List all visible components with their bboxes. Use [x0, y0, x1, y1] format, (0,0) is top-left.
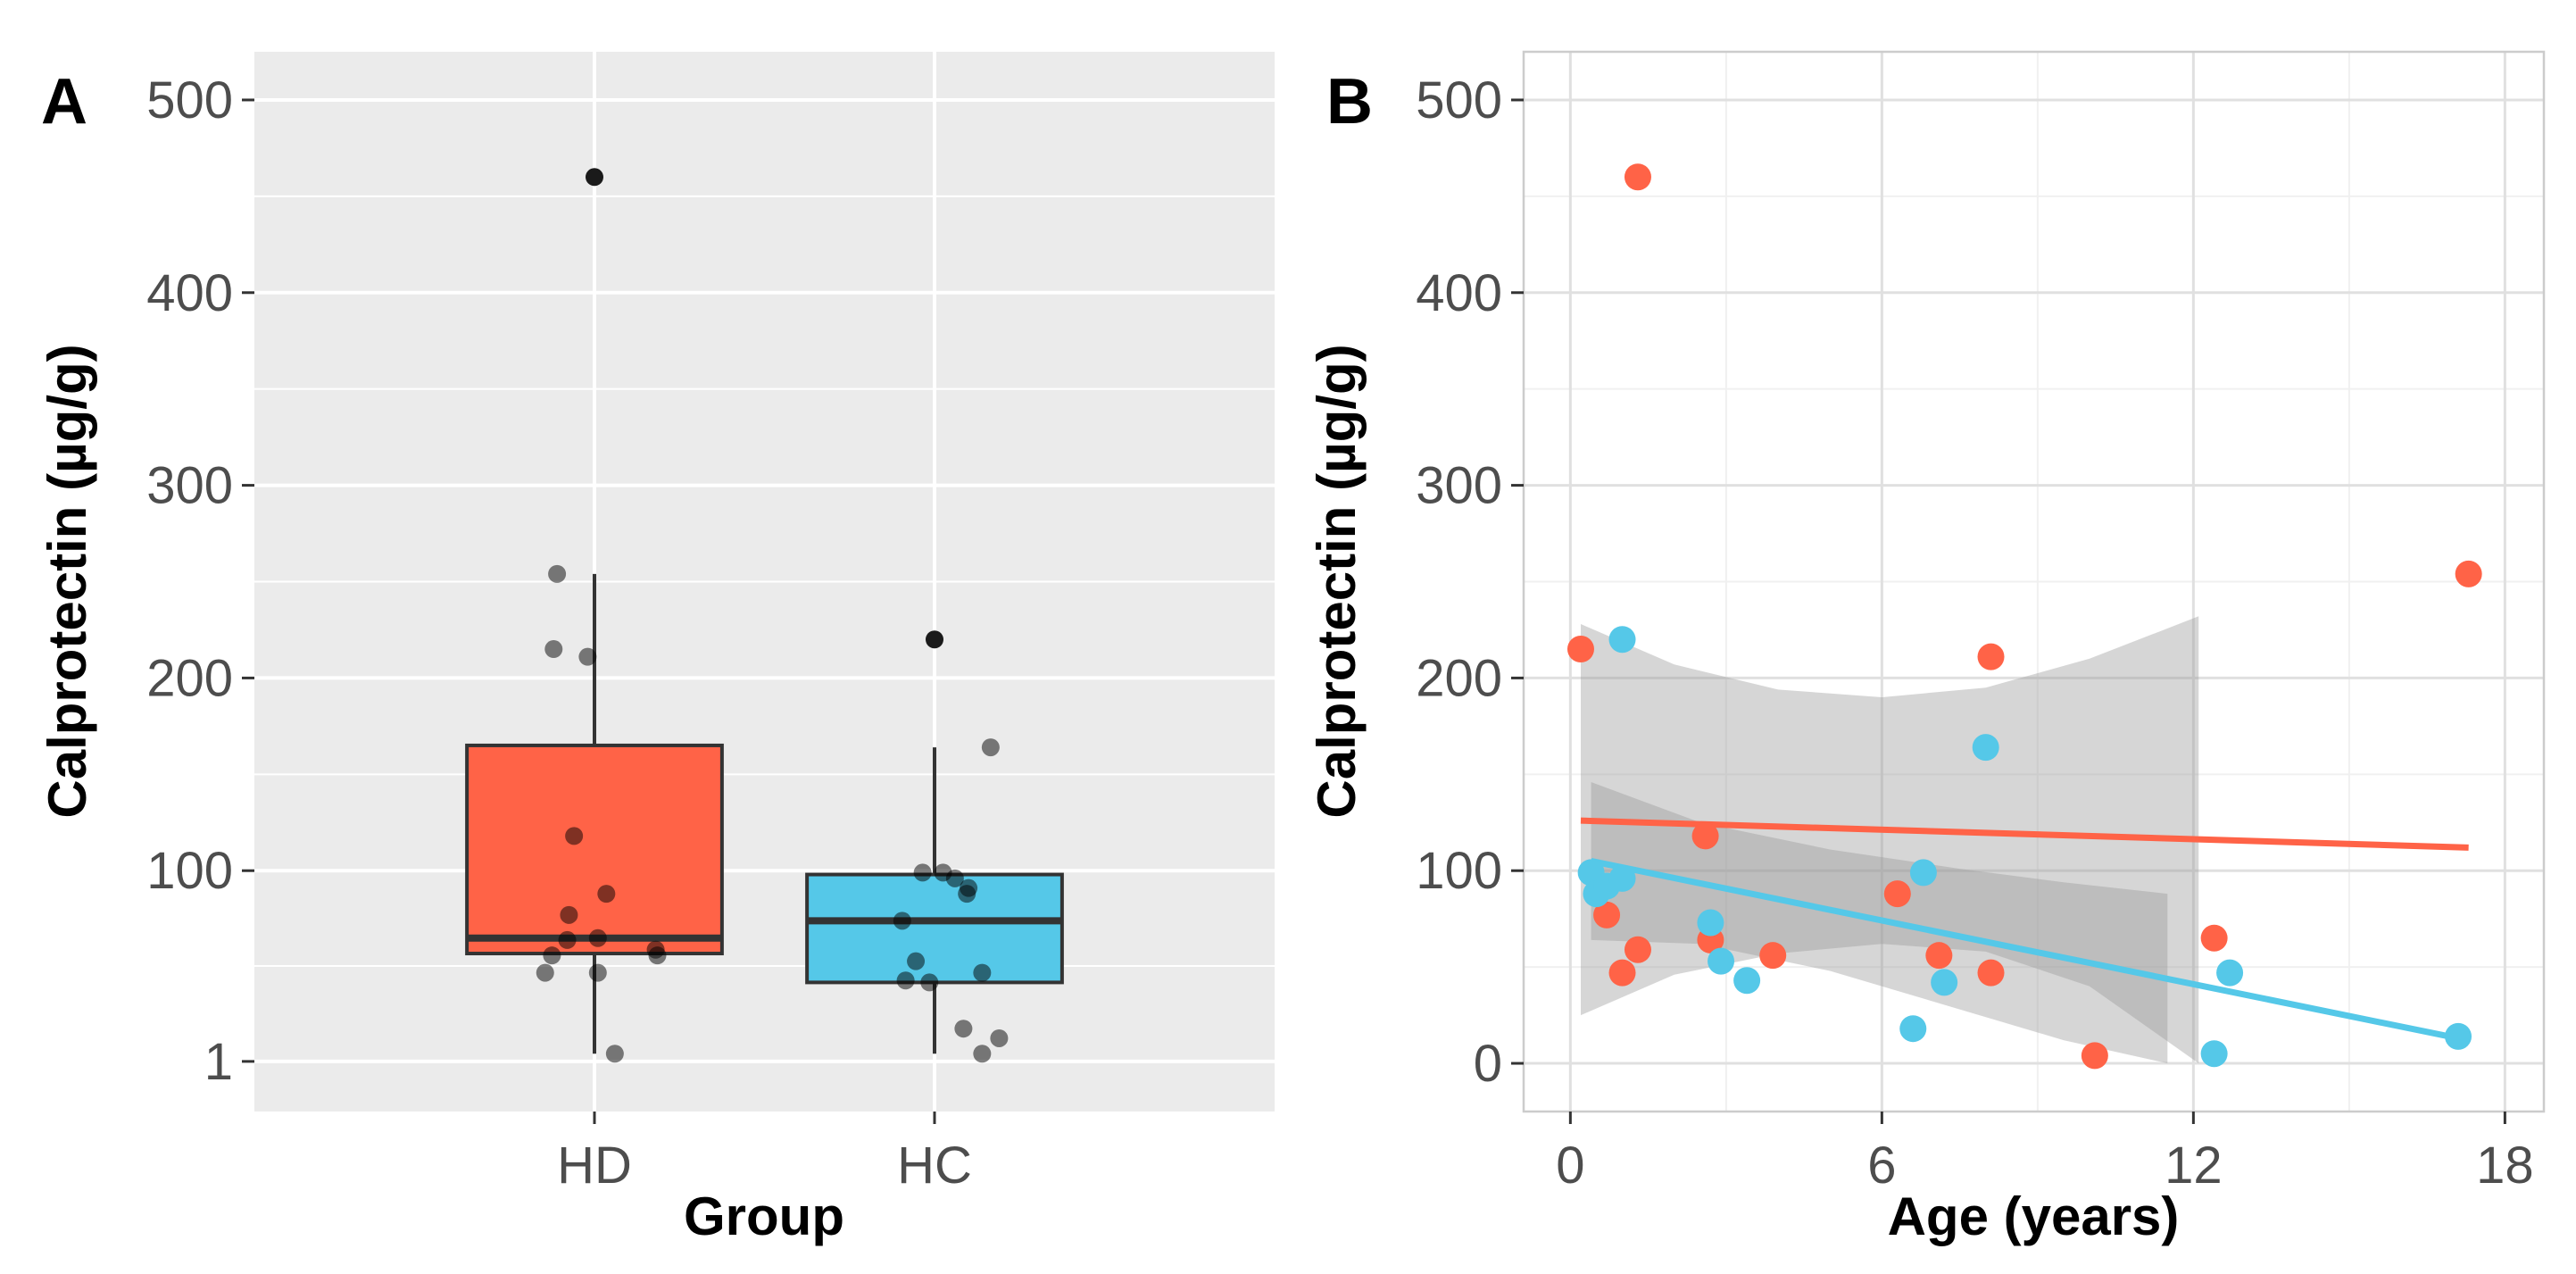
- panel-a-y-tick-label: 300: [146, 457, 233, 515]
- jitter-point: [548, 564, 567, 583]
- jitter-point: [990, 1028, 1009, 1047]
- panel-a-x-tick-label: HC: [897, 1137, 972, 1195]
- panel-b-x-tick-label: 6: [1867, 1137, 1896, 1195]
- panel-b-minor-gridlines: [1524, 52, 2544, 1112]
- panel-a-y-tick-label: 100: [146, 842, 233, 900]
- jitter-point: [588, 928, 607, 947]
- panel-b-x-axis-title: Age (years): [1888, 1187, 2180, 1246]
- scatter-point-hc: [1972, 734, 1999, 762]
- jitter-point: [907, 952, 926, 970]
- scatter-point-hd: [1566, 636, 1594, 663]
- scatter-point-hd: [1977, 643, 2005, 670]
- panel-a-y-ticks: 1 100 200 300 400 500: [146, 71, 254, 1091]
- jitter-point: [954, 1020, 973, 1038]
- scatter-point-hd: [1925, 942, 1953, 970]
- panel-b-y-ticks: 0 100 200 300 400 500: [1416, 71, 1524, 1093]
- jitter-point: [597, 885, 616, 903]
- scatter-point-hd: [2081, 1042, 2108, 1070]
- scatter-point-hd: [1759, 942, 1787, 970]
- scatter-point-hc: [1899, 1015, 1927, 1043]
- scatter-point-hc: [1697, 909, 1724, 937]
- panel-b-y-tick-label: 500: [1416, 71, 1502, 129]
- scatter-point-hc: [1733, 967, 1761, 995]
- scatter-point-hd: [1624, 163, 1651, 191]
- panel-b-y-tick-label: 400: [1416, 264, 1502, 322]
- panel-b: 0 100 200 300 400 500 0 6 12 18 Age (years) Calp…: [1307, 50, 2546, 1246]
- scatter-point-hd: [1883, 880, 1911, 908]
- jitter-point: [913, 863, 932, 882]
- scatter-point-hd: [1691, 822, 1719, 850]
- panel-a-major-gridlines: [254, 52, 1275, 1112]
- jitter-point: [588, 963, 607, 982]
- jitter-point: [893, 912, 911, 930]
- trend-line-hc: [1590, 858, 2459, 1042]
- jitter-point: [648, 946, 667, 965]
- panel-a-x-tick-label: HD: [557, 1137, 632, 1195]
- panel-a-y-axis-title: Calprotectin (µg/g): [37, 344, 97, 818]
- scatter-point-hd: [2200, 924, 2228, 952]
- scatter-point-hc: [2216, 959, 2244, 987]
- panel-b-label: B: [1326, 66, 1373, 137]
- panel-a-minor-gridlines: [254, 195, 1275, 968]
- jitter-point: [896, 971, 915, 990]
- jitter-point: [565, 827, 584, 845]
- panel-b-major-gridlines: [1524, 52, 2544, 1112]
- trend-line-hd: [1580, 817, 2469, 851]
- scatter-point-hd: [2455, 560, 2482, 587]
- scatter-point-hd: [1593, 901, 1621, 928]
- panel-a-y-tick-label: 500: [146, 71, 233, 129]
- scatter-point-hd: [1977, 959, 2005, 987]
- jitter-point: [920, 973, 939, 992]
- scatter-point-hc: [1608, 626, 1636, 654]
- scatter-point-hc: [1931, 969, 1958, 996]
- jitter-point: [578, 647, 597, 666]
- scatter-point-hc: [1708, 947, 1735, 975]
- panel-b-y-axis-title: Calprotectin (µg/g): [1307, 344, 1367, 818]
- panel-a-label: A: [41, 66, 87, 137]
- jitter-point: [543, 946, 561, 965]
- panel-a-x-ticks: HD HC: [557, 1112, 972, 1195]
- panel-a-x-axis-title: Group: [684, 1187, 844, 1246]
- panel-b-border: [1522, 50, 2546, 1113]
- scatter-point-hd: [1624, 936, 1651, 963]
- jitter-point: [605, 1045, 624, 1063]
- scatter-point-hc: [2200, 1040, 2228, 1068]
- box-outlier-point: [586, 168, 603, 187]
- panel-b-y-tick-label: 100: [1416, 842, 1502, 900]
- scatter-point-hc: [1909, 859, 1937, 887]
- panel-a: 1 100 200 300 400 500 HD HC Group Calprotectin…: [37, 52, 1275, 1246]
- jitter-point: [544, 640, 563, 659]
- jitter-point: [536, 963, 554, 982]
- box-hd: [465, 743, 724, 956]
- panel-a-y-tick-label: 200: [146, 649, 233, 707]
- jitter-point: [558, 930, 577, 949]
- scatter-point-hd: [1608, 959, 1636, 987]
- box-outlier-point: [926, 630, 943, 649]
- jitter-point: [958, 885, 976, 903]
- box-hc: [805, 872, 1064, 985]
- scatter-point-hc: [1608, 864, 1636, 892]
- jitter-point: [945, 869, 964, 887]
- panel-b-x-tick-label: 0: [1556, 1137, 1584, 1195]
- jitter-point: [560, 905, 578, 924]
- panel-b-trend-lines: [1580, 817, 2469, 1042]
- panel-b-x-tick-label: 18: [2476, 1137, 2534, 1195]
- jitter-point: [973, 963, 992, 982]
- scatter-point-hc: [2445, 1022, 2472, 1050]
- panel-b-y-tick-label: 0: [1474, 1035, 1502, 1093]
- panel-b-x-tick-label: 12: [2165, 1137, 2223, 1195]
- panel-b-y-tick-label: 200: [1416, 649, 1502, 707]
- jitter-point: [973, 1045, 992, 1063]
- jitter-point: [981, 738, 1000, 757]
- panel-a-y-tick-label: 1: [204, 1033, 233, 1091]
- panel-b-scatter-points: [1566, 163, 2482, 1070]
- panel-b-y-tick-label: 300: [1416, 457, 1502, 515]
- panel-a-jitter-points: [536, 564, 1009, 1063]
- panel-b-x-ticks: 0 6 12 18: [1556, 1112, 2534, 1195]
- panel-a-y-tick-label: 400: [146, 264, 233, 322]
